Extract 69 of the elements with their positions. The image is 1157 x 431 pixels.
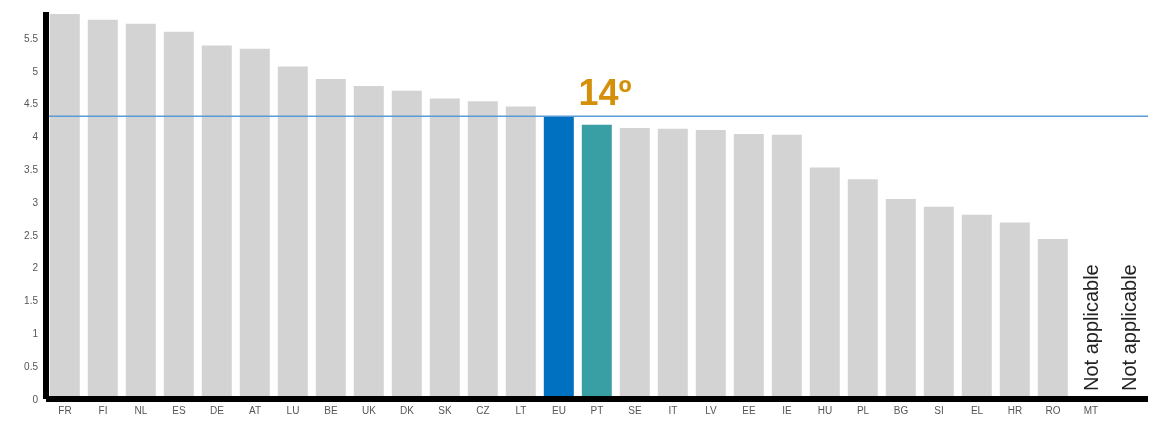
y-tick-label: 3.5	[24, 163, 39, 175]
bar	[163, 31, 194, 399]
x-tick-label: LU	[286, 405, 300, 417]
bar	[353, 86, 384, 399]
bar	[505, 106, 536, 399]
bar	[277, 66, 308, 399]
x-tick-label: UK	[362, 405, 377, 417]
x-tick-label: PL	[856, 405, 870, 417]
bar	[391, 90, 422, 399]
x-tick-label: BE	[324, 405, 338, 417]
x-tick-label: HU	[817, 405, 833, 417]
x-tick-label: DK	[400, 405, 415, 417]
x-tick-label: BG	[893, 405, 909, 417]
x-tick-label: SK	[438, 405, 452, 417]
x-tick-label: RO	[1045, 405, 1061, 417]
x-tick-label: IE	[782, 405, 793, 417]
y-tick-label: 2	[32, 262, 39, 274]
x-tick-label: DE	[210, 405, 225, 417]
y-tick-label: 4	[32, 131, 39, 143]
x-tick-label: EL	[970, 405, 984, 417]
bar	[87, 19, 118, 399]
y-tick-label: 0.5	[24, 360, 39, 372]
y-tick-label: 4.5	[24, 98, 39, 110]
bar	[581, 124, 612, 399]
x-tick-label: MT	[1083, 405, 1099, 417]
bar	[467, 101, 498, 399]
bar	[201, 45, 232, 399]
bar	[1037, 238, 1068, 399]
bar	[999, 222, 1030, 399]
bar	[923, 206, 954, 399]
annotation: 14º	[578, 71, 632, 113]
x-tick-label: FR	[58, 405, 72, 417]
x-tick-label: HR	[1007, 405, 1023, 417]
y-tick-label: 3	[32, 196, 39, 208]
x-tick-label: ES	[172, 405, 186, 417]
y-tick-label: 0	[32, 393, 39, 405]
y-tick-label: 5	[32, 65, 39, 77]
bar	[543, 116, 574, 399]
x-tick-label: EU	[552, 405, 566, 417]
bar	[695, 130, 726, 399]
x-tick-label: CZ	[476, 405, 490, 417]
x-tick-label: PT	[590, 405, 604, 417]
bar	[961, 214, 992, 399]
bar	[847, 179, 878, 399]
bar	[239, 48, 270, 399]
x-tick-label: SI	[934, 405, 944, 417]
x-tick-label: SE	[628, 405, 642, 417]
bar	[771, 134, 802, 399]
annotation: Not applicable	[1080, 264, 1102, 391]
bar	[429, 98, 460, 399]
x-tick-label: IT	[668, 405, 678, 417]
y-tick-label: 1	[32, 327, 39, 339]
x-tick-label: LT	[515, 405, 527, 417]
y-tick-label: 5.5	[24, 32, 39, 44]
x-tick-label: EE	[742, 405, 756, 417]
bar	[885, 198, 916, 399]
annotation: Not applicable	[1118, 264, 1140, 391]
x-tick-label: LV	[705, 405, 718, 417]
bar	[733, 134, 764, 399]
x-tick-label: AT	[248, 405, 262, 417]
x-tick-label: FI	[98, 405, 108, 417]
bar	[619, 128, 650, 399]
y-tick-label: 2.5	[24, 229, 39, 241]
bar	[125, 23, 156, 399]
bar	[809, 167, 840, 399]
x-tick-label: NL	[134, 405, 148, 417]
y-tick-label: 1.5	[24, 295, 39, 307]
bar	[657, 128, 688, 399]
bar	[315, 78, 346, 399]
